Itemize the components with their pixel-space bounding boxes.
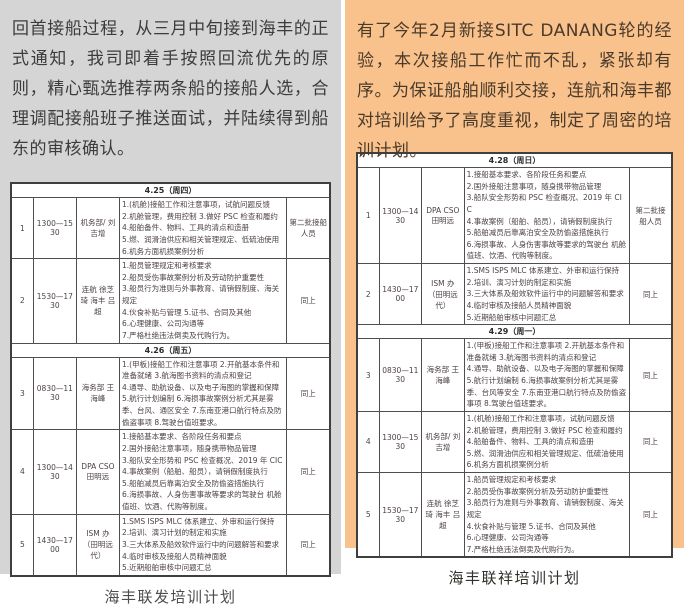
trainees-cell: 同上 bbox=[286, 258, 331, 344]
left-panel: 回首接船过程，从三月中旬接到海丰的正式通知，我司即着手按照回流优先的原则，精心甄… bbox=[0, 0, 341, 606]
topics-cell: 1.船员管理规定和考核要求 2.船员受伤事故案例分析及劳动防护重要性 3.船员行… bbox=[118, 258, 288, 344]
time-cell: 1430—1700 bbox=[32, 513, 77, 577]
right-table-caption: 海丰联祥培训计划 bbox=[448, 569, 581, 588]
lecturer-cell: 机务部/ 刘吉增 bbox=[421, 410, 465, 474]
trainees-cell: 同上 bbox=[286, 356, 331, 431]
trainees-cell: 同上 bbox=[286, 429, 331, 515]
topics-cell: 1.SMS ISPS MLC 体系建立、外审和运行保持 2.培训、演习计划的制定… bbox=[118, 513, 288, 577]
trainees-cell: 第二批接船人员 bbox=[286, 196, 331, 260]
row-number-cell: 5 bbox=[10, 513, 34, 577]
topics-cell: 1.(甲板)接船工作和注意事项 2.开航基本条件和准备就绪 3.航海图书资料的清… bbox=[463, 338, 630, 412]
topics-cell: 1.(甲板)接船工作和注意事项 2.开航基本条件和准备就绪 3.航海图书资料的清… bbox=[118, 356, 288, 431]
trainees-cell: 同上 bbox=[628, 410, 673, 474]
date-header-row: 4.25（周四） bbox=[10, 182, 331, 198]
time-cell: 0830—1130 bbox=[378, 338, 423, 412]
table-row: 3 0830—1130 海务部 王海峰 1.(甲板)接船工作和注意事项 2.开航基本条… bbox=[356, 338, 673, 412]
table-row: 5 1530—1730 连航 徐芝琦 海丰 吕超 1.船员管理规定和考核要求 2.船员… bbox=[356, 472, 673, 558]
trainees-cell: 同上 bbox=[628, 338, 673, 412]
row-number-cell: 1 bbox=[356, 167, 380, 264]
lecturer-cell: 海务部 王海峰 bbox=[421, 338, 465, 412]
right-panel: 有了今年2月新接SITC DANANG轮的经验，本次接船工作忙而不乱，紧张却有序… bbox=[345, 0, 684, 587]
date-header-label: 4.29（周一） bbox=[356, 324, 673, 340]
row-number-cell: 3 bbox=[356, 338, 380, 412]
lecturer-cell: DPA CSO 田明远 bbox=[421, 167, 465, 264]
table-row: 4 1300—1530 机务部/ 刘吉增 1.(机舱)接船工作和注意事项，试航问题反馈… bbox=[356, 410, 673, 474]
row-number-cell: 2 bbox=[10, 258, 34, 344]
date-header-row: 4.29（周一） bbox=[356, 324, 673, 340]
table-row: 4 1300—1430 DPA CSO 田明远 1.接船基本要求、各阶段任务和要点 2… bbox=[10, 429, 331, 515]
topics-cell: 1.接船基本要求、各阶段任务和要点 2.国外接船注意事项，随身携带物品管理 3.… bbox=[118, 429, 288, 515]
row-number-cell: 4 bbox=[356, 410, 380, 474]
time-cell: 1300—1530 bbox=[378, 410, 423, 474]
lecturer-cell: DPA CSO 田明远 bbox=[75, 429, 120, 515]
lecturer-cell: 海务部 王海峰 bbox=[75, 356, 120, 431]
topics-cell: 1.船员管理规定和考核要求 2.船员受伤事故案例分析及劳动防护重要性 3.船员行… bbox=[463, 472, 630, 558]
training-table-lianxiang: 4.28（周日） 1 1300—1430 DPA CSO 田明远 1.接船基本要求、各阶… bbox=[356, 152, 673, 559]
time-cell: 1430—1700 bbox=[378, 262, 423, 326]
trainees-cell: 同上 bbox=[286, 513, 331, 577]
topics-cell: 1.接船基本要求、各阶段任务和要点 2.国外接船注意事项，随身携带物品管理 3.… bbox=[463, 167, 630, 264]
trainees-cell: 同上 bbox=[628, 472, 673, 558]
lecturer-cell: ISM 办（田明远代） bbox=[75, 513, 120, 577]
table-row: 2 1530—1730 连航 徐芝琦 海丰 吕超 1.船员管理规定和考核要求 2.船员… bbox=[10, 258, 331, 344]
time-cell: 1300—1530 bbox=[32, 196, 77, 260]
table-row: 1 1300—1430 DPA CSO 田明远 1.接船基本要求、各阶段任务和要点 2… bbox=[356, 167, 673, 264]
lecturer-cell: ISM 办（田明远代） bbox=[421, 262, 465, 326]
table-row: 5 1430—1700 ISM 办（田明远代） 1.SMS ISPS MLC 体系建立… bbox=[10, 513, 331, 577]
date-header-row: 4.26（周五） bbox=[10, 342, 331, 358]
lecturer-cell: 机务部/ 刘吉增 bbox=[75, 196, 120, 260]
lecturer-cell: 连航 徐芝琦 海丰 吕超 bbox=[421, 472, 465, 558]
date-header-label: 4.25（周四） bbox=[10, 182, 331, 198]
trainees-cell: 同上 bbox=[628, 262, 673, 326]
time-cell: 1530—1730 bbox=[32, 258, 77, 344]
left-table-caption: 海丰联发培训计划 bbox=[104, 587, 237, 606]
training-table-lianfa: 4.25（周四） 1 1300—1530 机务部/ 刘吉增 1.(机舱)接船工作和注意事… bbox=[10, 182, 331, 577]
row-number-cell: 2 bbox=[356, 262, 380, 326]
lecturer-cell: 连航 徐芝琦 海丰 吕超 bbox=[75, 258, 120, 344]
topics-cell: 1.(机舱)接船工作和注意事项，试航问题反馈 2.机舱管理，费用控制 3.做好 … bbox=[118, 196, 288, 260]
row-number-cell: 4 bbox=[10, 429, 34, 515]
row-number-cell: 1 bbox=[10, 196, 34, 260]
right-intro-paragraph: 有了今年2月新接SITC DANANG轮的经验，本次接船工作忙而不乱，紧张却有序… bbox=[357, 21, 672, 161]
left-intro-paragraph: 回首接船过程，从三月中旬接到海丰的正式通知，我司即着手按照回流优先的原则，精心甄… bbox=[12, 19, 329, 159]
trainees-cell: 第二批接船人员 bbox=[628, 167, 673, 264]
table-row: 3 0830—1130 海务部 王海峰 1.(甲板)接船工作和注意事项 2.开航基本条… bbox=[10, 356, 331, 431]
date-header-label: 4.26（周五） bbox=[10, 342, 331, 358]
time-cell: 1530—1730 bbox=[378, 472, 423, 558]
topics-cell: 1.SMS ISPS MLC 体系建立、外审和运行保持 2.培训、演习计划的制定… bbox=[463, 262, 630, 326]
row-number-cell: 3 bbox=[10, 356, 34, 431]
topics-cell: 1.(机舱)接船工作和注意事项，试航问题反馈 2.机舱管理，费用控制 3.做好 … bbox=[463, 410, 630, 474]
time-cell: 1300—1430 bbox=[378, 167, 423, 264]
time-cell: 0830—1130 bbox=[32, 356, 77, 431]
row-number-cell: 5 bbox=[356, 472, 380, 558]
table-row: 2 1430—1700 ISM 办（田明远代） 1.SMS ISPS MLC 体系建立… bbox=[356, 262, 673, 326]
table-row: 1 1300—1530 机务部/ 刘吉增 1.(机舱)接船工作和注意事项，试航问题反馈… bbox=[10, 196, 331, 260]
time-cell: 1300—1430 bbox=[32, 429, 77, 515]
